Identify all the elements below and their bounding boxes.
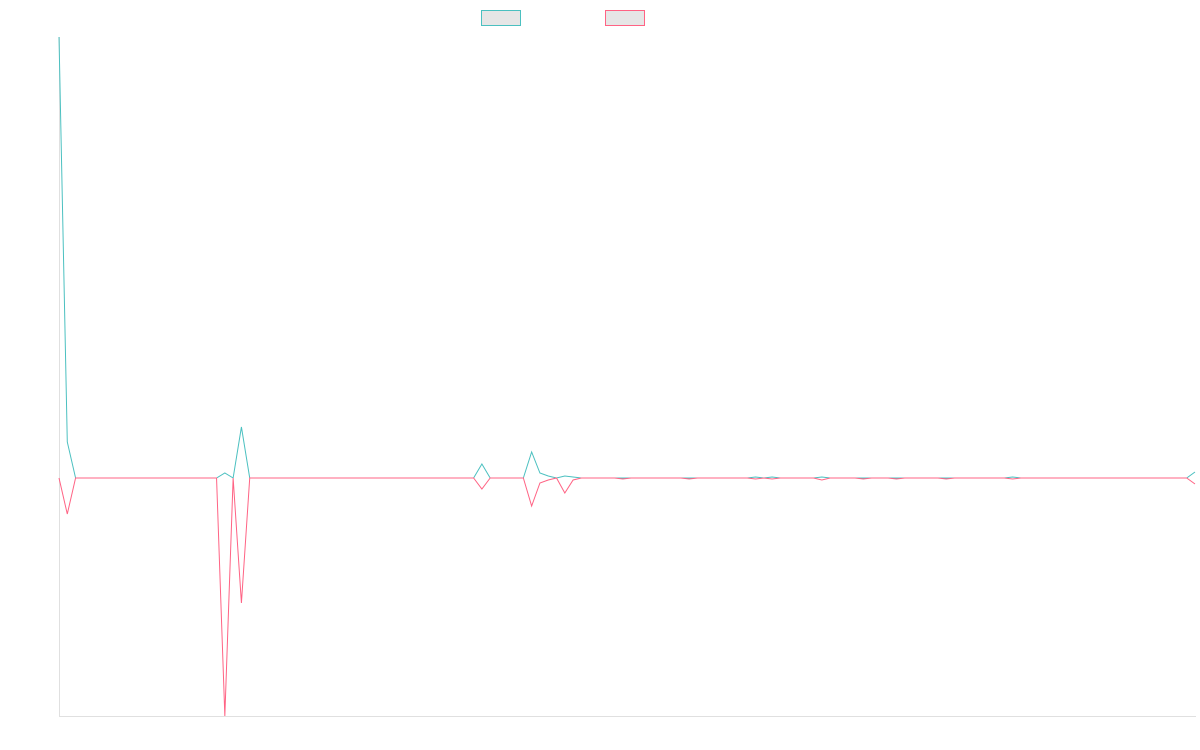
legend-swatch (481, 10, 521, 26)
series-line (58, 36, 1196, 479)
legend-swatch (605, 10, 645, 26)
series-line (58, 477, 1196, 717)
